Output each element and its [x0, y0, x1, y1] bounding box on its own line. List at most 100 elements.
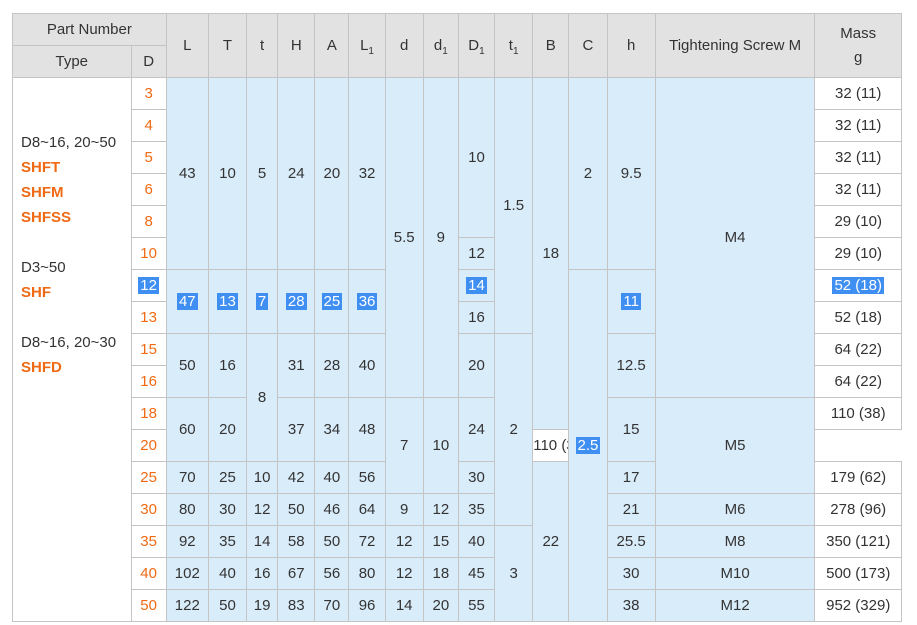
col-header-t1-base: t	[508, 37, 513, 54]
cell-D1: 30	[457, 461, 496, 494]
cell-H: 42	[277, 461, 316, 494]
mass-value: 110 (38)	[532, 429, 570, 462]
cell-L1: 32	[348, 77, 386, 270]
mass-value: 32 (11)	[814, 77, 902, 110]
cell-d: 5.5	[384, 77, 424, 398]
cell-screw: M4	[654, 77, 816, 398]
cell-D1: 45	[457, 557, 496, 590]
d-value: 25	[130, 461, 167, 494]
col-header-t1: t1	[494, 13, 534, 78]
cell-L: 50	[165, 333, 209, 398]
col-header-T: T	[207, 13, 248, 78]
cell-screw: M5	[654, 397, 816, 494]
d-value: 8	[130, 205, 167, 238]
type-shfm: SHFM	[21, 184, 64, 201]
cell-L1: 80	[348, 557, 386, 590]
table-row: 12 47 13 7 28 25 36 14 2.5 11 52 (18)	[13, 269, 902, 622]
mass-value: 32 (11)	[814, 173, 902, 206]
col-header-screw: Tightening Screw M	[654, 13, 816, 78]
cell-t: 16	[246, 557, 279, 590]
d-value: 10	[130, 237, 167, 270]
cell-d1: 18	[422, 557, 459, 590]
cell-H-highlight: 28	[285, 293, 307, 310]
cell-d: 14	[384, 589, 424, 622]
col-header-D1-base: D	[468, 37, 480, 54]
cell-L: 122	[165, 589, 209, 622]
cell-L: 43	[165, 77, 209, 270]
cell-t1: 3	[494, 525, 534, 622]
cell-H: 58	[277, 525, 316, 558]
mass-value: 278 (96)	[814, 493, 902, 526]
cell-D1-highlight: 14	[466, 277, 487, 294]
type-header: Type	[12, 45, 132, 78]
cell-D1: 16	[457, 301, 496, 334]
table-row: D8~16, 20~50 SHFT SHFM SHFSS D3~50 SHF D…	[12, 77, 902, 622]
mass-value: 350 (121)	[814, 525, 902, 558]
mass-value: 179 (62)	[814, 461, 902, 494]
cell-screw: M6	[654, 493, 816, 526]
cell-t: 5	[246, 77, 279, 270]
cell-D1: 20	[457, 333, 496, 398]
mass-value: 32 (11)	[814, 109, 902, 142]
col-header-t1-sub: 1	[512, 46, 519, 57]
type-range-3: D8~16, 20~30	[21, 334, 117, 351]
cell-t: 8	[246, 333, 279, 462]
col-header-L1-base: L	[360, 37, 369, 54]
cell-L: 102	[165, 557, 209, 590]
table-row: 18 60 20 37 34 48 7 10 24 15 M5 110 (38)	[13, 397, 902, 494]
type-range-2: D3~50	[21, 259, 66, 276]
cell-L1: 64	[348, 493, 386, 526]
cell-D1: 40	[457, 525, 496, 558]
cell-A: 20	[314, 77, 350, 270]
mass-value: 952 (329)	[814, 589, 902, 622]
table-row: 15 50 16 8 31 28 40 20 2 12.5 64 (22)	[13, 333, 902, 526]
cell-T: 50	[207, 589, 248, 622]
cell-L1: 36	[348, 269, 386, 334]
cell-H: 67	[277, 557, 316, 590]
col-header-mass: Mass g	[814, 13, 902, 78]
cell-H: 50	[277, 493, 316, 526]
table-row: 50 122 50 19 83 70 96 14 20 55 38 M12 95…	[13, 589, 902, 622]
col-header-A: A	[314, 13, 350, 78]
cell-H: 24	[277, 77, 316, 270]
cell-t: 19	[246, 589, 279, 622]
cell-L1: 56	[348, 461, 386, 494]
type-shfd: SHFD	[21, 359, 62, 376]
cell-D1: 35	[457, 493, 496, 526]
spec-table-wrapper: Part Number L T t H A L1 d d1 D1 t1 B C …	[12, 13, 902, 622]
mass-value: 52 (18)	[814, 269, 902, 302]
cell-L1: 48	[348, 397, 386, 462]
mass-value: 110 (38)	[814, 397, 902, 430]
type-shft: SHFT	[21, 159, 61, 176]
col-header-d: d	[384, 13, 424, 78]
cell-screw: M8	[654, 525, 816, 558]
cell-d1: 9	[422, 77, 459, 398]
cell-A-highlight: 25	[321, 293, 343, 310]
mass-value: 29 (10)	[814, 237, 902, 270]
cell-A: 70	[314, 589, 350, 622]
cell-L: 60	[165, 397, 209, 462]
col-header-L1-sub: 1	[368, 46, 374, 57]
cell-t-highlight: 7	[255, 293, 269, 310]
cell-d: 12	[384, 557, 424, 590]
cell-L: 92	[165, 525, 209, 558]
cell-H: 31	[277, 333, 316, 398]
cell-C-highlight: 2.5	[575, 437, 601, 454]
cell-T: 40	[207, 557, 248, 590]
mass-value: 29 (10)	[814, 205, 902, 238]
cell-D1: 12	[457, 237, 496, 270]
col-header-C: C	[568, 13, 608, 78]
cell-L1: 96	[348, 589, 386, 622]
col-header-D1: D1	[457, 13, 496, 78]
cell-d1: 15	[422, 525, 459, 558]
cell-H: 28	[277, 269, 316, 334]
cell-B: 18	[532, 77, 570, 430]
cell-A: 28	[314, 333, 350, 398]
col-header-h: h	[606, 13, 656, 78]
cell-D1: 55	[457, 589, 496, 622]
table-row: 20 110 (38)	[13, 429, 902, 462]
d-value: 3	[130, 77, 167, 110]
cell-screw: M12	[654, 589, 816, 622]
cell-L1-highlight: 36	[356, 293, 378, 310]
table-row: 40 102 40 16 67 56 80 12 18 45 30 M10 50…	[13, 557, 902, 590]
